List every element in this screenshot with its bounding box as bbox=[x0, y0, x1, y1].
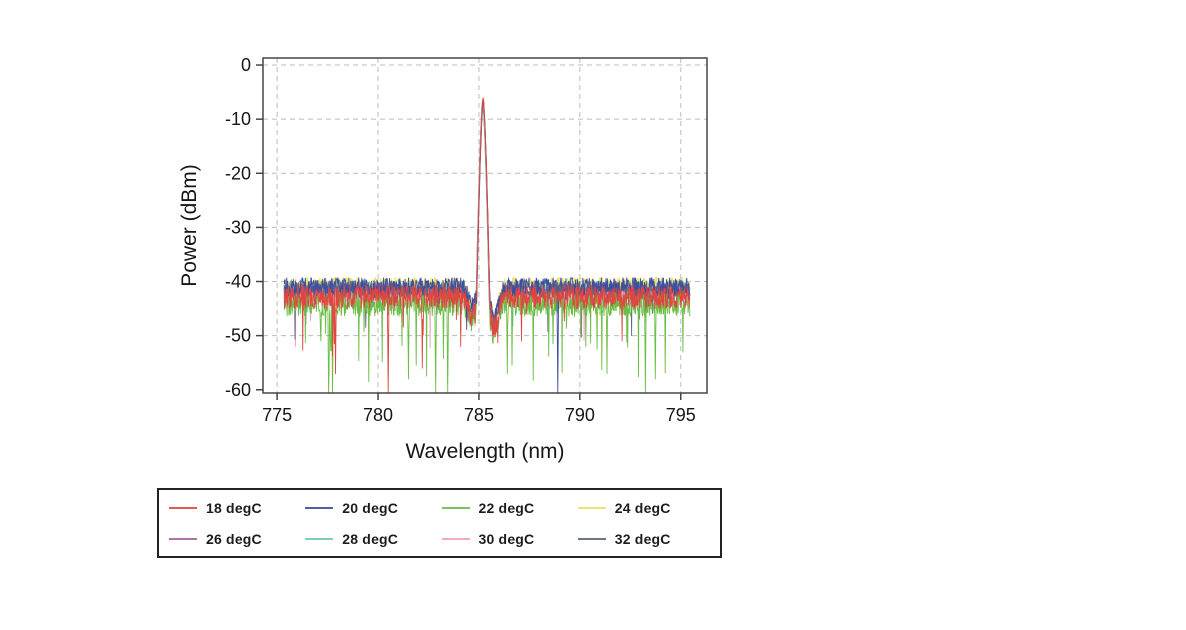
x-tick-label: 780 bbox=[363, 405, 393, 425]
legend-line-swatch bbox=[169, 537, 197, 540]
legend-label: 26 degC bbox=[206, 530, 262, 547]
y-tick-label: -30 bbox=[225, 217, 251, 237]
legend-item-18-degc: 18 degC bbox=[169, 500, 305, 516]
x-tick-label: 785 bbox=[464, 405, 494, 425]
legend-label: 22 degC bbox=[478, 499, 535, 516]
plot-frame bbox=[262, 57, 708, 394]
legend-label: 30 degC bbox=[478, 530, 535, 547]
y-tick-label: -40 bbox=[225, 272, 251, 292]
legend-item-28-degc: 28 degC bbox=[305, 531, 441, 547]
axis-tick-labels: 775 780 785 790 795 0 -10 -20 -30 -40 -50 -60 bbox=[225, 55, 696, 425]
trace-18-degc bbox=[283, 97, 691, 393]
legend-label: 28 degC bbox=[342, 530, 399, 547]
y-tick-label: -20 bbox=[225, 163, 251, 183]
x-axis-title: Wavelength (nm) bbox=[405, 440, 564, 463]
legend-item-20-degc: 20 degC bbox=[305, 500, 441, 516]
y-tick-label: 0 bbox=[241, 55, 251, 75]
legend-item-22-degc: 22 degC bbox=[441, 499, 578, 516]
legend-item-30-degc: 30 degC bbox=[441, 530, 578, 547]
trace-20-degc bbox=[283, 100, 691, 393]
legend-line-swatch bbox=[441, 506, 470, 509]
legend-line-swatch bbox=[169, 506, 197, 509]
legend-item-32-degc: 32 degC bbox=[577, 530, 714, 547]
x-tick-label: 795 bbox=[666, 405, 696, 425]
legend-item-24-degc: 24 degC bbox=[577, 499, 714, 516]
legend-label: 18 degC bbox=[206, 499, 262, 516]
legend-label: 20 degC bbox=[342, 499, 399, 516]
y-tick-label: -50 bbox=[225, 326, 251, 346]
legend-line-swatch bbox=[441, 537, 470, 540]
y-axis-title: Power (dBm) bbox=[178, 164, 201, 287]
y-tick-label: -10 bbox=[225, 109, 251, 129]
chart-legend: 18 degC 20 degC 22 degC 24 degC 26 degC 28 de… bbox=[157, 488, 722, 558]
legend-line-swatch bbox=[305, 506, 334, 509]
axis-ticks bbox=[256, 64, 682, 400]
y-tick-label: -60 bbox=[225, 380, 251, 400]
trace-22-degc bbox=[283, 101, 691, 393]
legend-label: 32 degC bbox=[614, 530, 671, 547]
data-traces bbox=[283, 97, 691, 393]
legend-item-26-degc: 26 degC bbox=[169, 531, 305, 547]
x-tick-label: 775 bbox=[262, 405, 292, 425]
legend-line-swatch bbox=[577, 506, 606, 509]
x-tick-label: 790 bbox=[565, 405, 595, 425]
legend-label: 24 degC bbox=[614, 499, 671, 516]
legend-line-swatch bbox=[305, 537, 334, 540]
legend-line-swatch bbox=[577, 537, 606, 540]
